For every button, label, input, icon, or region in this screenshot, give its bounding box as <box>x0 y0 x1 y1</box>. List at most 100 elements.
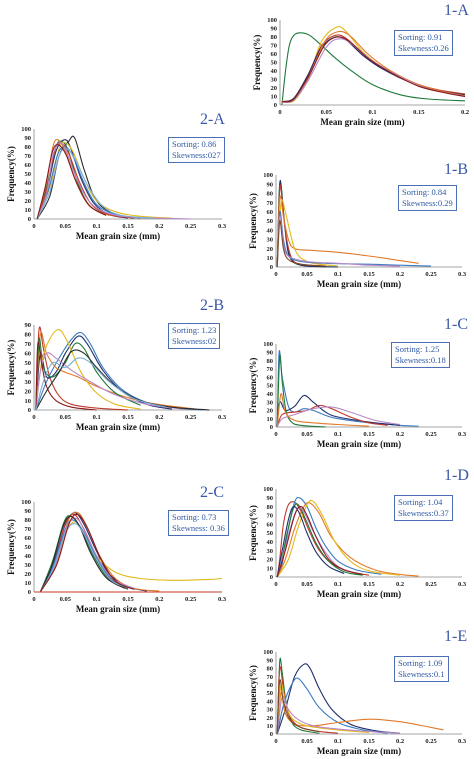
x-tick-label: 0.15 <box>363 581 375 588</box>
y-tick-label: 90 <box>25 508 32 515</box>
y-tick-label: 70 <box>25 341 32 348</box>
x-tick-label: 0.05 <box>301 431 313 438</box>
x-tick-label: 0.05 <box>60 223 72 230</box>
y-axis-title: Frequency(%) <box>248 358 258 414</box>
x-tick-label: 0 <box>32 596 35 603</box>
x-tick-label: 0.1 <box>334 431 342 438</box>
series-line-2 <box>36 135 135 220</box>
x-tick-label: 0.05 <box>301 271 313 278</box>
sorting-value: Sorting: 0.91 <box>398 32 443 42</box>
x-tick-label: 0.15 <box>363 738 375 745</box>
y-tick-label: 40 <box>271 68 278 75</box>
y-tick-label: 40 <box>267 227 274 234</box>
y-tick-label: 50 <box>267 383 274 390</box>
y-tick-label: 0 <box>28 589 31 596</box>
y-tick-label: 60 <box>25 162 32 169</box>
y-tick-label: 80 <box>25 332 32 339</box>
series-line-3 <box>276 677 388 735</box>
panel-label-1-D: 1-D <box>444 467 469 484</box>
y-tick-label: 20 <box>267 408 274 415</box>
y-tick-label: 20 <box>25 571 32 578</box>
stats-box-1-C: Sorting: 1.25 Skewness:0.18 <box>391 342 450 368</box>
y-tick-label: 0 <box>28 216 31 223</box>
y-tick-label: 100 <box>21 499 31 506</box>
x-tick-label: 0 <box>274 581 277 588</box>
series-line-7 <box>39 517 135 593</box>
y-tick-label: 90 <box>267 657 274 664</box>
y-tick-label: 0 <box>270 424 273 431</box>
x-tick-label: 0.2 <box>396 431 404 438</box>
series-line-5 <box>276 503 363 578</box>
y-tick-label: 50 <box>267 218 274 225</box>
y-tick-label: 70 <box>267 366 274 373</box>
x-tick-label: 0.05 <box>301 581 313 588</box>
y-tick-label: 100 <box>267 17 277 24</box>
y-tick-label: 30 <box>267 548 274 555</box>
y-tick-label: 40 <box>267 698 274 705</box>
x-tick-label: 0.3 <box>458 738 467 745</box>
y-tick-label: 20 <box>25 388 32 395</box>
x-tick-label: 0.3 <box>218 223 227 230</box>
series-line-6 <box>276 393 370 428</box>
x-tick-label: 0.1 <box>334 738 342 745</box>
x-tick-label: 0.05 <box>301 738 313 745</box>
y-tick-label: 0 <box>270 264 273 271</box>
x-axis-title: Mean grain size (mm) <box>76 604 160 614</box>
y-tick-label: 60 <box>267 521 274 528</box>
skewness-value: Skewness:0.29 <box>402 198 453 208</box>
y-tick-label: 50 <box>271 60 278 67</box>
y-axis-title: Frequency(%) <box>248 505 258 561</box>
stats-box-1-E: Sorting: 1.09 Skewness:0.1 <box>394 656 449 682</box>
y-tick-label: 60 <box>25 351 32 358</box>
x-axis-title: Mean grain size (mm) <box>317 589 401 599</box>
y-tick-label: 70 <box>267 513 274 520</box>
y-axis-title: Frequency(%) <box>6 146 16 202</box>
y-tick-label: 100 <box>263 486 273 493</box>
x-tick-label: 0.1 <box>368 109 376 116</box>
stats-box-2-B: Sorting: 1.23 Skewness:02 <box>168 323 221 349</box>
x-axis-title: Mean grain size (mm) <box>317 439 401 449</box>
y-tick-label: 20 <box>25 198 32 205</box>
y-tick-label: 50 <box>267 530 274 537</box>
y-tick-label: 30 <box>25 379 32 386</box>
series-line-2 <box>276 496 382 578</box>
x-axis-title: Mean grain size (mm) <box>76 231 160 241</box>
series-line-9 <box>39 523 135 593</box>
sorting-value: Sorting: 1.25 <box>395 344 440 354</box>
y-tick-label: 100 <box>263 649 273 656</box>
skewness-value: Skewness: 0.36 <box>172 523 225 533</box>
y-tick-label: 50 <box>267 690 274 697</box>
series-line-1 <box>35 326 129 411</box>
y-tick-label: 40 <box>25 369 32 376</box>
y-tick-label: 50 <box>25 360 32 367</box>
x-tick-label: 0.15 <box>122 414 134 421</box>
panel-1-E: 1-E Sorting: 1.09 Skewness:0.1 0 10 20 30 40… <box>238 622 474 759</box>
y-tick-label: 20 <box>271 85 278 92</box>
y-tick-label: 10 <box>267 565 274 572</box>
stats-box-2-A: Sorting: 0.86 Skewness:027 <box>168 137 225 163</box>
series-line-7 <box>281 36 466 103</box>
y-tick-label: 100 <box>263 172 273 179</box>
sorting-value: Sorting: 1.04 <box>398 497 443 507</box>
x-tick-label: 0.25 <box>185 223 197 230</box>
chart-2-C: 0 10 20 30 40 50 60 70 80 90 100 0 0.05 0.1 0.15 0.2 0.2… <box>6 499 227 614</box>
y-axis-title: Frequency(%) <box>6 519 16 575</box>
series-line-5 <box>35 337 141 411</box>
y-tick-label: 20 <box>267 557 274 564</box>
skewness-value: Skewness:0.26 <box>398 43 449 53</box>
x-tick-label: 0.1 <box>93 596 101 603</box>
stats-box-2-C: Sorting: 0.73 Skewness: 0.36 <box>168 510 229 536</box>
y-tick-label: 0 <box>270 574 273 581</box>
series-line-8 <box>36 142 191 220</box>
y-tick-label: 10 <box>267 255 274 262</box>
y-axis-title: Frequency(%) <box>6 340 16 396</box>
y-tick-label: 90 <box>25 135 32 142</box>
y-tick-label: 10 <box>271 94 278 101</box>
stats-box-1-B: Sorting: 0.84 Skewness:0.29 <box>398 185 457 211</box>
panel-1-C: 1-C Sorting: 1.25 Skewness:0.18 0 10 20 30 4… <box>238 310 474 450</box>
y-tick-label: 90 <box>267 350 274 357</box>
panel-1-B: 1-B Sorting: 0.84 Skewness:0.29 0 10 20 30 4… <box>238 155 474 295</box>
